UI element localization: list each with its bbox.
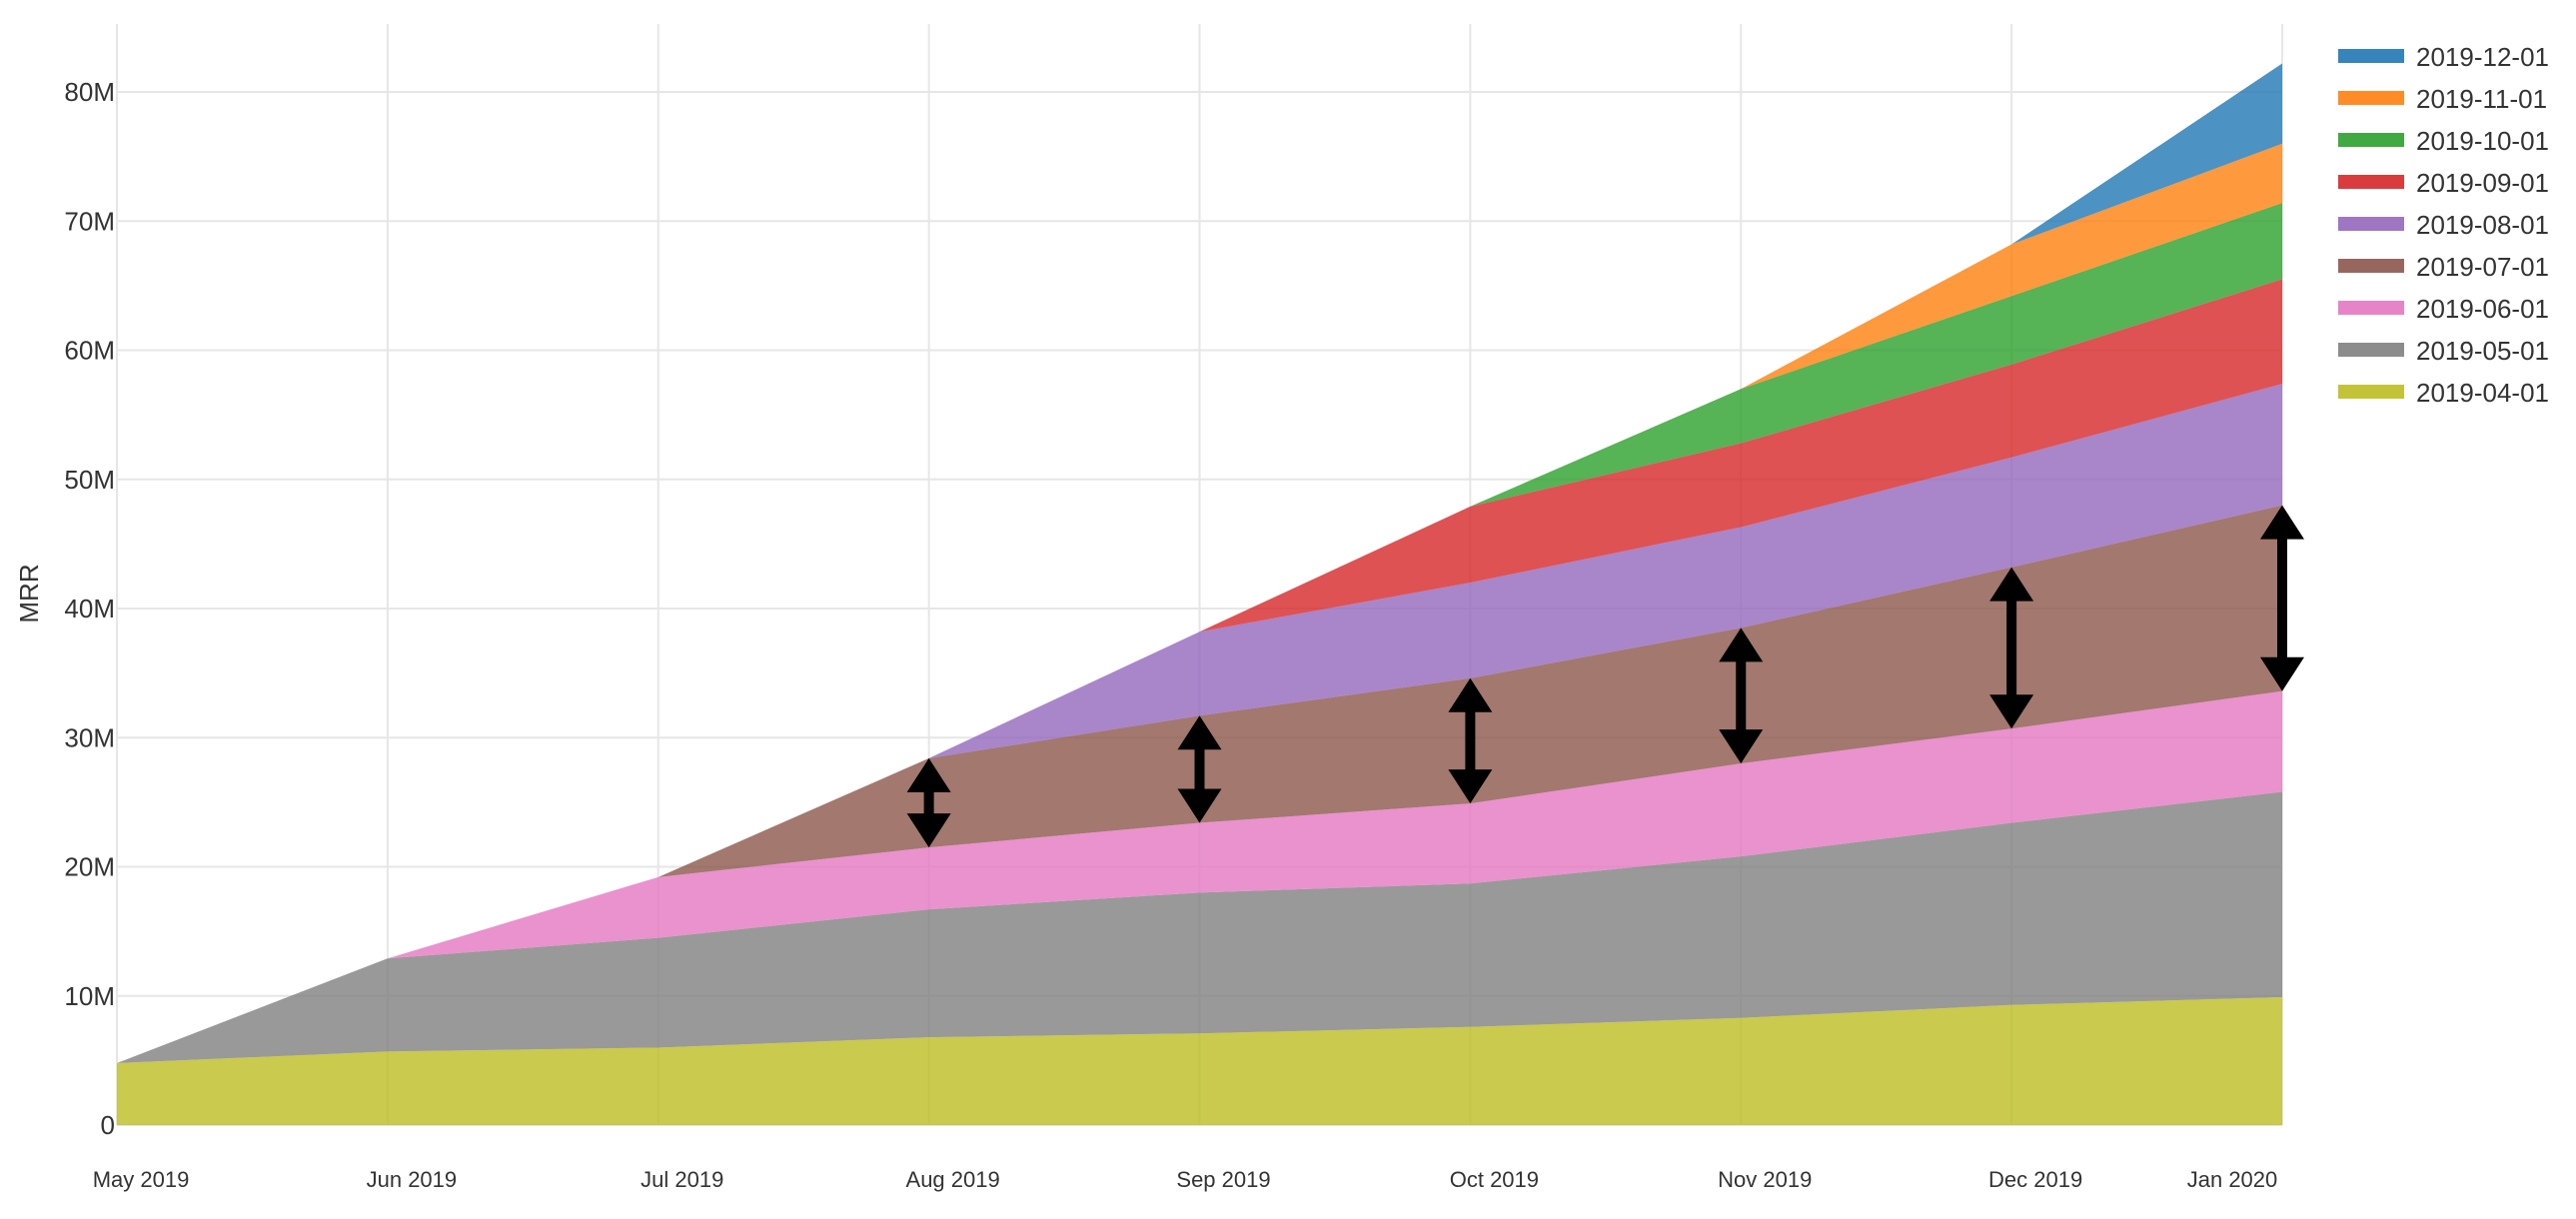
x-tick-label: Sep 2019	[1176, 1167, 1270, 1192]
x-tick-label: Nov 2019	[1718, 1167, 1812, 1192]
x-tick-label: Aug 2019	[906, 1167, 1000, 1192]
legend-label: 2019-08-01	[2416, 210, 2549, 240]
x-tick-label: Jul 2019	[641, 1167, 723, 1192]
legend-item-2019-07-01[interactable]: 2019-07-01	[2338, 252, 2549, 282]
double-arrow-annotation	[2260, 505, 2304, 691]
legend-swatch	[2338, 91, 2404, 105]
x-tick-label: Jan 2020	[2187, 1167, 2278, 1192]
legend-swatch	[2338, 133, 2404, 147]
axis-layer: 0 10M 20M 30M 40M 50M 60M 70M 80M May 2019 Jun 201…	[64, 77, 2277, 1192]
y-tick-label: 60M	[64, 336, 115, 366]
x-tick-label: Oct 2019	[1450, 1167, 1539, 1192]
legend-label: 2019-09-01	[2416, 168, 2549, 198]
legend-item-2019-04-01[interactable]: 2019-04-01	[2338, 378, 2549, 408]
legend-label: 2019-11-01	[2416, 84, 2547, 114]
double-arrow-annotation	[1989, 567, 2034, 729]
x-tick-label: Dec 2019	[1988, 1167, 2082, 1192]
legend-item-2019-10-01[interactable]: 2019-10-01	[2338, 126, 2549, 156]
legend-item-2019-09-01[interactable]: 2019-09-01	[2338, 168, 2549, 198]
y-tick-label: 40M	[64, 594, 115, 623]
y-tick-label: 50M	[64, 465, 115, 495]
area-series-2019-09-01	[117, 279, 2282, 1063]
annotation-arrows	[906, 505, 2304, 848]
area-series-2019-04-01	[117, 997, 2282, 1125]
legend-swatch	[2338, 301, 2404, 315]
legend-swatch	[2338, 49, 2404, 63]
double-arrow-annotation	[906, 757, 951, 848]
area-series-2019-05-01	[117, 791, 2282, 1063]
legend-item-2019-05-01[interactable]: 2019-05-01	[2338, 336, 2549, 366]
area-series-2019-08-01	[117, 384, 2282, 1063]
legend-swatch	[2338, 343, 2404, 357]
legend-swatch	[2338, 217, 2404, 231]
legend-item-2019-12-01[interactable]: 2019-12-01	[2338, 42, 2549, 72]
y-tick-label: 70M	[64, 206, 115, 236]
legend-label: 2019-07-01	[2416, 252, 2549, 282]
legend-swatch	[2338, 175, 2404, 189]
y-tick-label: 80M	[64, 77, 115, 107]
y-tick-label: 30M	[64, 722, 115, 752]
legend-swatch	[2338, 259, 2404, 273]
double-arrow-annotation	[1448, 677, 1493, 804]
y-axis-title: MRR	[14, 564, 44, 622]
x-tick-label: Jun 2019	[367, 1167, 458, 1192]
legend-item-2019-11-01[interactable]: 2019-11-01	[2338, 84, 2547, 114]
area-series-2019-10-01	[117, 203, 2282, 1063]
legend-label: 2019-10-01	[2416, 126, 2549, 156]
legend-item-2019-06-01[interactable]: 2019-06-01	[2338, 294, 2549, 324]
double-arrow-annotation	[1177, 715, 1222, 823]
y-tick-label: 0	[101, 1110, 115, 1140]
area-series-2019-06-01	[117, 690, 2282, 1063]
y-tick-label: 10M	[64, 981, 115, 1011]
area-series-2019-11-01	[117, 143, 2282, 1063]
legend-item-2019-08-01[interactable]: 2019-08-01	[2338, 210, 2549, 240]
x-tick-label: May 2019	[93, 1167, 190, 1192]
legend-label: 2019-12-01	[2416, 42, 2549, 72]
legend-label: 2019-06-01	[2416, 294, 2549, 324]
legend-label: 2019-04-01	[2416, 378, 2549, 408]
legend: 2019-12-01 2019-11-01 2019-10-01 2019-09-01…	[2338, 42, 2549, 408]
double-arrow-annotation	[1719, 627, 1764, 764]
y-tick-label: 20M	[64, 852, 115, 882]
legend-label: 2019-05-01	[2416, 336, 2549, 366]
legend-swatch	[2338, 385, 2404, 399]
